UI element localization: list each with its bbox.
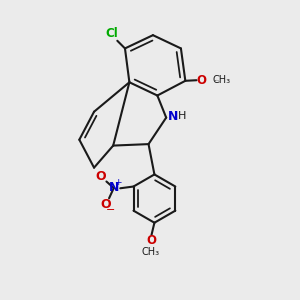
- Text: Cl: Cl: [105, 27, 118, 40]
- Text: +: +: [114, 178, 122, 188]
- Text: O: O: [196, 74, 206, 87]
- Text: N: N: [109, 182, 119, 194]
- Text: CH₃: CH₃: [142, 247, 160, 256]
- Text: −: −: [106, 205, 116, 215]
- Text: O: O: [96, 170, 106, 183]
- Text: O: O: [146, 234, 156, 247]
- Text: N: N: [167, 110, 178, 123]
- Text: O: O: [100, 198, 111, 211]
- Text: CH₃: CH₃: [212, 75, 230, 85]
- Text: methyl: methyl: [215, 80, 220, 81]
- Text: H: H: [178, 111, 187, 121]
